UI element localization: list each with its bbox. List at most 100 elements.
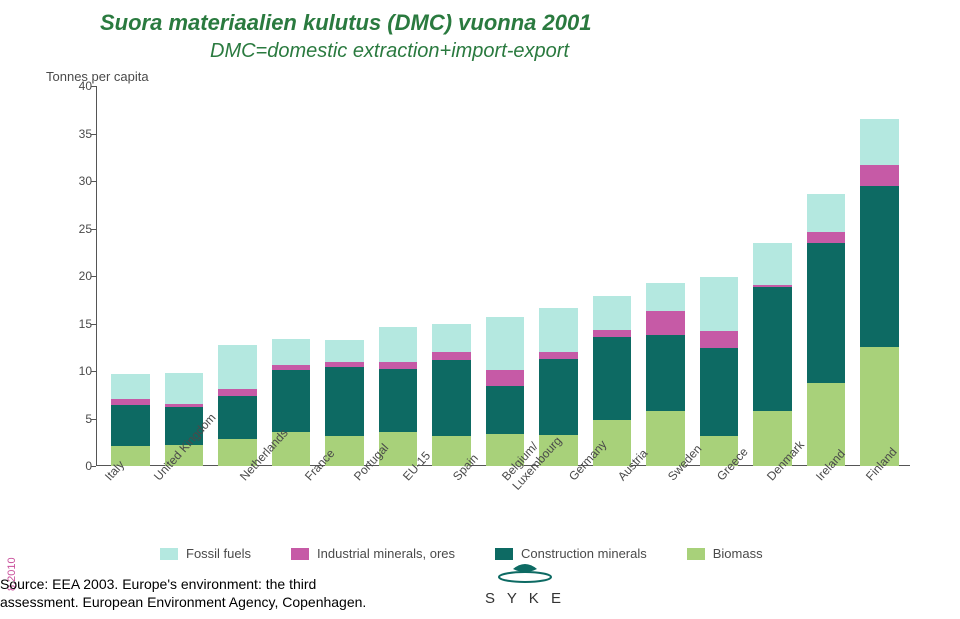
- legend-swatch: [291, 548, 309, 560]
- bar-segment-indmin: [593, 330, 631, 337]
- syke-logo: S Y K E: [485, 555, 565, 607]
- bar-segment-conmin: [432, 360, 470, 436]
- source-line-2: assessment. European Environment Agency,…: [0, 594, 366, 610]
- bar-segment-indmin: [111, 399, 149, 406]
- bar-segment-fossil: [753, 243, 791, 285]
- bar-column: [799, 86, 852, 466]
- ytick-label: 40: [68, 79, 92, 93]
- chart-subtitle: DMC=domestic extraction+import-export: [210, 40, 920, 63]
- bar-column: [746, 86, 799, 466]
- bar-segment-indmin: [432, 352, 470, 360]
- ytick-mark: [91, 276, 96, 277]
- stacked-bar: [753, 243, 791, 466]
- ytick-label: 20: [68, 269, 92, 283]
- bar-segment-fossil: [807, 194, 845, 232]
- bar-segment-conmin: [807, 243, 845, 384]
- bar-column: [211, 86, 264, 466]
- ytick-label: 5: [68, 412, 92, 426]
- bar-segment-fossil: [860, 119, 898, 165]
- bar-segment-conmin: [539, 359, 577, 435]
- bar-segment-indmin: [539, 352, 577, 359]
- bar-segment-fossil: [218, 345, 256, 389]
- bar-segment-fossil: [272, 339, 310, 366]
- bar-column: [157, 86, 210, 466]
- bar-segment-conmin: [646, 335, 684, 411]
- bar-column: [532, 86, 585, 466]
- bar-segment-fossil: [539, 308, 577, 352]
- slide: Suora materiaalien kulutus (DMC) vuonna …: [0, 0, 960, 619]
- legend-swatch: [160, 548, 178, 560]
- bar-segment-fossil: [379, 327, 417, 361]
- chart-area: 0510152025303540: [70, 86, 910, 466]
- source-text: Source: EEA 2003. Europe's environment: …: [0, 576, 366, 611]
- bar-column: [639, 86, 692, 466]
- ytick-label: 35: [68, 127, 92, 141]
- y-axis-label: Tonnes per capita: [46, 69, 920, 84]
- bar-segment-fossil: [700, 277, 738, 331]
- bar-segment-fossil: [325, 340, 363, 362]
- bar-column: [478, 86, 531, 466]
- x-labels: ItalyUnited KingdomNetherlandsFrancePort…: [96, 466, 906, 546]
- logo-icon: [495, 555, 555, 583]
- stacked-bar: [646, 283, 684, 466]
- legend-item: Industrial minerals, ores: [291, 546, 455, 561]
- ytick-mark: [91, 229, 96, 230]
- logo-text: S Y K E: [485, 590, 565, 607]
- bar-segment-fossil: [432, 324, 470, 353]
- bar-column: [585, 86, 638, 466]
- bar-segment-indmin: [700, 331, 738, 348]
- chart-title: Suora materiaalien kulutus (DMC) vuonna …: [100, 10, 920, 36]
- bars-container: [104, 86, 906, 466]
- bar-segment-indmin: [218, 389, 256, 396]
- bar-segment-conmin: [272, 370, 310, 432]
- bar-segment-conmin: [700, 348, 738, 435]
- bar-column: [264, 86, 317, 466]
- bar-column: [853, 86, 906, 466]
- bar-segment-conmin: [860, 186, 898, 348]
- bar-segment-indmin: [646, 311, 684, 335]
- bar-segment-fossil: [486, 317, 524, 370]
- stacked-bar: [860, 119, 898, 466]
- ytick-label: 30: [68, 174, 92, 188]
- bar-segment-conmin: [111, 405, 149, 446]
- ytick-label: 15: [68, 317, 92, 331]
- bar-column: [425, 86, 478, 466]
- source-line-1: Source: EEA 2003. Europe's environment: …: [0, 576, 316, 592]
- legend-item: Fossil fuels: [160, 546, 251, 561]
- ytick-label: 10: [68, 364, 92, 378]
- bar-segment-conmin: [753, 287, 791, 411]
- ytick-label: 0: [68, 459, 92, 473]
- bar-column: [104, 86, 157, 466]
- bar-segment-conmin: [486, 386, 524, 434]
- stacked-bar: [700, 277, 738, 466]
- bar-segment-fossil: [593, 296, 631, 330]
- legend-item: Biomass: [687, 546, 763, 561]
- bar-segment-conmin: [325, 367, 363, 435]
- bar-segment-fossil: [111, 374, 149, 399]
- ytick-mark: [91, 324, 96, 325]
- bar-segment-conmin: [379, 369, 417, 432]
- bar-segment-fossil: [165, 373, 203, 404]
- bar-segment-indmin: [486, 370, 524, 386]
- stacked-bar: [486, 317, 524, 466]
- bar-segment-indmin: [860, 165, 898, 186]
- bar-segment-indmin: [807, 232, 845, 242]
- y-axis-line: [96, 86, 97, 466]
- bar-segment-conmin: [593, 337, 631, 421]
- legend-label: Biomass: [713, 546, 763, 561]
- stacked-bar: [807, 194, 845, 466]
- bar-column: [318, 86, 371, 466]
- ytick-mark: [91, 181, 96, 182]
- bar-segment-indmin: [379, 362, 417, 370]
- ytick-label: 25: [68, 222, 92, 236]
- ytick-mark: [91, 134, 96, 135]
- bar-column: [692, 86, 745, 466]
- ytick-mark: [91, 86, 96, 87]
- legend-label: Industrial minerals, ores: [317, 546, 455, 561]
- ytick-mark: [91, 419, 96, 420]
- plot-area: 0510152025303540: [96, 86, 910, 466]
- bar-segment-fossil: [646, 283, 684, 312]
- ytick-mark: [91, 371, 96, 372]
- legend-swatch: [687, 548, 705, 560]
- bar-column: [371, 86, 424, 466]
